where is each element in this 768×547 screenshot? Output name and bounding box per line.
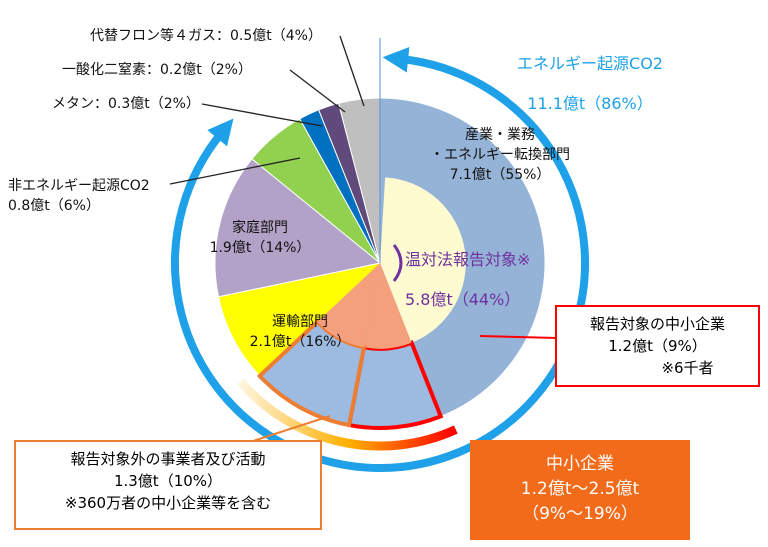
callout-inner (317, 263, 380, 348)
value-label: 0.2億t（2%） (160, 62, 252, 78)
callout-title: 温対法報告対象※ (405, 250, 531, 269)
leader-line (169, 157, 301, 185)
callout-box: 報告対象外の事業者及び活動 1.3億t（10%） ※360万者の中小企業等を含む (14, 440, 322, 530)
category-label: 運輸部門 (272, 314, 328, 330)
slice-label: メタン：0.3億t（2%） (52, 94, 200, 114)
leader-line (289, 69, 346, 113)
slice-label: 代替フロン等４ガス：0.5億t（4%） (90, 26, 322, 46)
value-label: 0.5億t（4%） (230, 28, 322, 44)
callout-note: （9%～19%） (522, 504, 638, 524)
callout-inner (363, 263, 412, 349)
callout-label: 温対法報告対象※ 5.8億t（44%） (405, 230, 530, 330)
leader-line (339, 35, 365, 107)
slice-label: 運輸部門 2.1億t（16%） (225, 312, 375, 352)
callout-value: 11.1億t（86%） (527, 94, 653, 113)
callout-box: 報告対象の中小企業 1.2億t（9%） ※6千者 (555, 305, 760, 387)
value-label: 1.9億t（14%） (209, 240, 311, 256)
callout-value: 5.8億t（44%） (405, 290, 521, 309)
callout-title: 報告対象外の事業者及び活動 (70, 450, 266, 468)
highlight-arc (237, 378, 458, 451)
category-label: 産業・業務 ・エネルギー転換部門 (430, 127, 570, 163)
category-label: 非エネルギー起源CO2 (8, 178, 150, 194)
callout-box: 中小企業 1.2億t～2.5億t （9%～19%） (470, 440, 690, 540)
callout-value: 1.3億t（10%） (113, 472, 223, 490)
callout-title: 報告対象の中小企業 (589, 315, 725, 333)
callout-label: エネルギー起源CO2 11.1億t（86%） (505, 34, 675, 134)
pie-slice (214, 158, 382, 298)
value-label: 0.8億t（6%） (8, 198, 100, 214)
leader-line (249, 415, 331, 443)
callout-title: 中小企業 (546, 454, 614, 474)
callout-sector (380, 177, 466, 343)
callout-title: エネルギー起源CO2 (517, 54, 663, 73)
leader-line (201, 103, 323, 127)
callout-value: 1.2億t～2.5億t (520, 479, 640, 499)
slice-label: 家庭部門 1.9億t（14%） (195, 218, 325, 258)
value-label: 0.3億t（2%） (108, 96, 200, 112)
value-label: 7.1億t（55%） (449, 167, 551, 183)
callout-value: 1.2億t（9%） (608, 337, 707, 355)
value-label: 2.1億t（16%） (249, 334, 351, 350)
slice-label: 産業・業務 ・エネルギー転換部門 7.1億t（55%） (400, 125, 600, 185)
callout-note: ※6千者 (661, 359, 714, 377)
category-label: 一酸化二窒素： (62, 62, 160, 78)
slice-label: 非エネルギー起源CO2 0.8億t（6%） (8, 176, 150, 216)
slice-label: 一酸化二窒素：0.2億t（2%） (62, 60, 252, 80)
category-label: 代替フロン等４ガス： (90, 28, 230, 44)
leader-line (479, 335, 558, 339)
category-label: メタン： (52, 96, 108, 112)
curved-arrow (392, 244, 403, 282)
callout-arc (171, 47, 589, 472)
callout-note: ※360万者の中小企業等を含む (64, 494, 272, 512)
category-label: 家庭部門 (232, 220, 288, 236)
